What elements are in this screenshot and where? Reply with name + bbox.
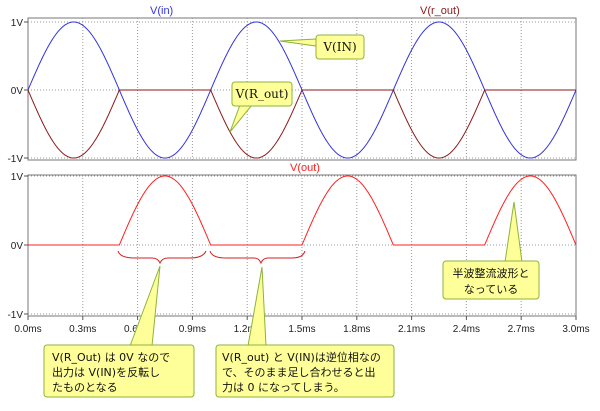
callout-vrout-text: V(R_out) xyxy=(235,87,289,101)
brace-left xyxy=(117,250,207,265)
callout-vin-box xyxy=(315,34,365,60)
callout-vrout-box xyxy=(231,81,293,107)
callout-note1-line-1: V(R_Out) は 0V なので xyxy=(52,351,170,364)
x-tick-label: 3.0ms xyxy=(562,324,589,335)
x-tick-label: 2.7ms xyxy=(508,324,535,335)
callout-note1-line-3: たものとなる xyxy=(52,381,118,394)
series-line-vrout xyxy=(27,89,576,159)
callout-halfwave: 半波整流波形と なっている xyxy=(442,201,540,300)
x-tick-label: 0.0ms xyxy=(14,324,41,335)
x-tick-label: 1.5ms xyxy=(288,324,315,335)
callout-note2-line-1: V(R_out) と V(IN)は逆位相なの xyxy=(222,350,381,364)
top-series-label-vrout: V(r_out) xyxy=(420,5,460,17)
callout-note2-line-3: 力は 0 になってしまう。 xyxy=(222,381,345,394)
x-tick-label: 2.4ms xyxy=(453,324,480,335)
y-tick-label: 1V xyxy=(11,18,24,29)
brace-right xyxy=(209,250,306,265)
y-tick-label: -1V xyxy=(7,310,23,321)
y-tick-label: 0V xyxy=(11,86,24,97)
x-tick-label: 0.3ms xyxy=(69,324,96,335)
callout-halfwave-box xyxy=(442,260,540,300)
y-tick-label: 0V xyxy=(11,241,24,252)
x-tick-label: 1.8ms xyxy=(343,324,370,335)
callout-halfwave-line-1: 半波整流波形と xyxy=(453,266,530,280)
series-line-vout xyxy=(28,175,577,246)
bottom-x-ticks: 0.0ms0.3ms0.6ms0.9ms1.2ms1.5ms1.8ms2.1ms… xyxy=(14,316,590,335)
y-tick-label: -1V xyxy=(7,154,23,165)
bottom-y-ticks: 1V 0V -1V xyxy=(7,172,28,321)
callout-vrout: V(R_out) xyxy=(229,81,293,133)
x-tick-label: 2.1ms xyxy=(398,324,425,335)
callout-note2: V(R_out) と V(IN)は逆位相なの で、そのまま足し合わせると出 力は… xyxy=(215,266,395,398)
top-y-ticks: 1V 0V -1V xyxy=(7,18,28,165)
x-tick-label: 0.9ms xyxy=(179,324,206,335)
bottom-series-label-vout: V(out) xyxy=(290,162,320,174)
callout-note2-box xyxy=(215,344,395,398)
callout-note1-line-2: 出力は V(IN)を反転し xyxy=(52,365,160,379)
x-tick-label: 1.2ms xyxy=(234,324,261,335)
callout-vin: V(IN) xyxy=(279,34,365,60)
brace-group xyxy=(117,250,306,265)
top-series-label-vin: V(in) xyxy=(150,5,173,17)
callout-halfwave-line-2: なっている xyxy=(464,283,518,296)
callout-note1-box xyxy=(43,344,195,398)
callout-note1: V(R_Out) は 0V なので 出力は V(IN)を反転し たものとなる xyxy=(43,265,195,398)
callout-vin-text: V(IN) xyxy=(322,40,356,54)
callout-note2-line-2: で、そのまま足し合わせると出 xyxy=(222,365,376,379)
y-tick-label: 1V xyxy=(11,172,24,183)
